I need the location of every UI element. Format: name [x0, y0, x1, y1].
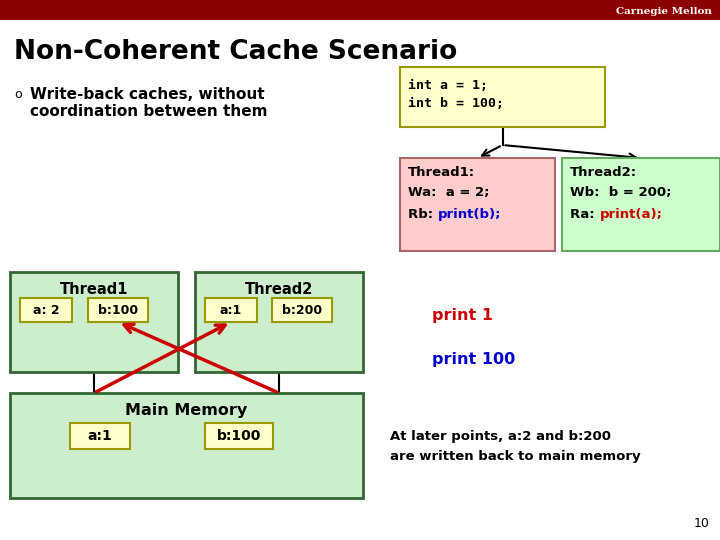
Bar [400, 158, 555, 251]
Text: Ra:: Ra: [570, 208, 604, 221]
Text: print 1: print 1 [432, 308, 493, 323]
Bar [20, 298, 72, 322]
Text: Wb:  b = 200;: Wb: b = 200; [570, 186, 672, 199]
Text: int a = 1;: int a = 1; [408, 79, 488, 92]
Bar [195, 272, 363, 372]
Text: int b = 100;: int b = 100; [408, 97, 504, 110]
Text: Thread1: Thread1 [60, 282, 128, 297]
Text: Thread1:: Thread1: [408, 166, 475, 179]
Text: Thread2: Thread2 [245, 282, 313, 297]
Text: a: 2: a: 2 [32, 303, 59, 316]
Text: are written back to main memory: are written back to main memory [390, 450, 641, 463]
Text: print(a);: print(a); [600, 208, 663, 221]
Text: Rb:: Rb: [408, 208, 442, 221]
Text: print(b);: print(b); [438, 208, 502, 221]
Bar [88, 298, 148, 322]
Text: Thread2:: Thread2: [570, 166, 637, 179]
Bar [0, 0, 720, 20]
Text: Wa:  a = 2;: Wa: a = 2; [408, 186, 490, 199]
Bar [562, 158, 720, 251]
Text: b:100: b:100 [217, 429, 261, 443]
Text: b:200: b:200 [282, 303, 322, 316]
Bar [205, 298, 257, 322]
Text: coordination between them: coordination between them [30, 104, 268, 119]
Text: At later points, a:2 and b:200: At later points, a:2 and b:200 [390, 430, 611, 443]
Text: Write-back caches, without: Write-back caches, without [30, 87, 265, 102]
Text: 10: 10 [694, 517, 710, 530]
Text: Main Memory: Main Memory [125, 403, 248, 418]
Bar [400, 67, 605, 127]
Text: b:100: b:100 [98, 303, 138, 316]
Bar [10, 272, 178, 372]
Text: a:1: a:1 [88, 429, 112, 443]
Text: Carnegie Mellon: Carnegie Mellon [616, 8, 712, 17]
Text: Non-Coherent Cache Scenario: Non-Coherent Cache Scenario [14, 39, 457, 65]
Text: a:1: a:1 [220, 303, 242, 316]
Text: print 100: print 100 [432, 352, 516, 367]
Bar [272, 298, 332, 322]
Text: o: o [14, 88, 22, 101]
Bar [205, 423, 273, 449]
Bar [10, 393, 363, 498]
Bar [70, 423, 130, 449]
